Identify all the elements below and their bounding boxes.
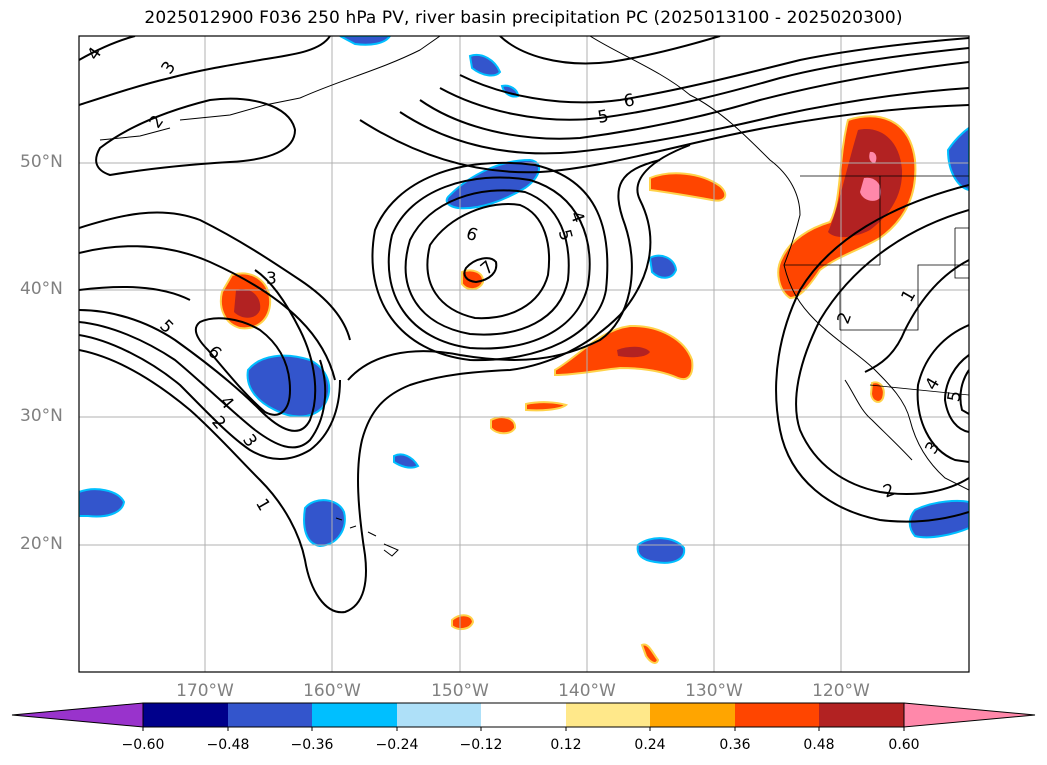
colorbar-extend-low (11, 702, 144, 728)
pv-label: 5 (944, 389, 966, 403)
colorbar-tick-label: 0.60 (888, 737, 920, 753)
pv-label: 6 (463, 224, 480, 246)
colorbar-segment (397, 703, 481, 727)
lon-label-140w: 140°W (558, 681, 616, 701)
precip-23n-178w (79, 488, 126, 518)
pv-label: 2 (881, 480, 898, 502)
colorbar-tick-label: −0.60 (121, 737, 165, 753)
colorbar-segment (819, 703, 904, 727)
pv-label: 4 (215, 392, 237, 413)
lat-label-50n: 50°N (20, 152, 63, 172)
pv-label: 3 (266, 269, 277, 289)
colorbar-segment (481, 703, 566, 727)
pv-label: 1 (897, 286, 920, 305)
pv-contour-5-south (79, 269, 317, 432)
pv-label: 3 (158, 58, 181, 78)
lon-label-130w: 130°W (685, 681, 743, 701)
colorbar-tick-label: 0.48 (803, 737, 835, 753)
lon-label-170w: 170°W (176, 681, 234, 701)
pv-label: 1 (251, 495, 274, 514)
pv-label: 5 (554, 227, 576, 243)
map-title: 2025012900 F036 250 hPa PV, river basin … (144, 8, 903, 28)
precipitation-shading (79, 36, 969, 664)
lat-label-40n: 40°N (20, 279, 63, 299)
precip-22n-160w (303, 499, 346, 548)
pv-contour-5-arc (439, 47, 969, 121)
map-area: 7 6 5 4 3 5 6 4 2 3 1 2 3 4 5 6 2 1 2 4 … (79, 36, 969, 672)
precip-48n-135w (649, 172, 727, 202)
pv-label: 4 (565, 209, 587, 226)
lon-label-150w: 150°W (431, 681, 489, 701)
pv-label: 6 (622, 90, 636, 112)
lat-label-20n: 20°N (20, 534, 63, 554)
colorbar-segment (312, 703, 397, 727)
pv-label: 5 (596, 106, 610, 128)
map-frame (78, 35, 970, 673)
pv-contour-labels: 7 6 5 4 3 5 6 4 2 3 1 2 3 4 5 6 2 1 2 4 … (84, 44, 966, 515)
pv-contour-7 (463, 257, 498, 284)
colorbar-segment (228, 703, 312, 727)
colorbar (11, 702, 1036, 731)
colorbar-tick-label: −0.48 (206, 737, 250, 753)
coastlines (99, 36, 969, 557)
colorbar-segment (143, 703, 228, 727)
lat-label-30n: 30°N (20, 406, 63, 426)
positive-precip-areas (220, 115, 917, 664)
precip-33n-163w (246, 354, 331, 418)
colorbar-tick-label: 0.12 (550, 737, 582, 753)
pv-contours (79, 36, 969, 614)
colorbar-segment (650, 703, 735, 727)
boundaries (784, 175, 969, 396)
colorbar-extend-high (903, 702, 1036, 728)
lon-label-120w: 120°W (812, 681, 870, 701)
pv-contour-6-north (426, 203, 551, 320)
colorbar-tick-label: −0.24 (375, 737, 419, 753)
pv-label: 5 (155, 316, 177, 338)
colorbar-segment (566, 703, 650, 727)
colorbar-tick-label: −0.12 (459, 737, 503, 753)
pv-label: 6 (203, 342, 225, 364)
pv-contour-2-east (795, 209, 969, 495)
pv-label: 3 (238, 431, 261, 451)
colorbar-segment (735, 703, 819, 727)
colorbar-tick-label: 0.24 (634, 737, 666, 753)
colorbar-tick-label: −0.36 (290, 737, 334, 753)
colorbar-tick-label: 0.36 (719, 737, 751, 753)
pv-label: 2 (834, 310, 856, 327)
pv-contour-2-northwest (95, 97, 297, 177)
lon-label-160w: 160°W (303, 681, 361, 701)
